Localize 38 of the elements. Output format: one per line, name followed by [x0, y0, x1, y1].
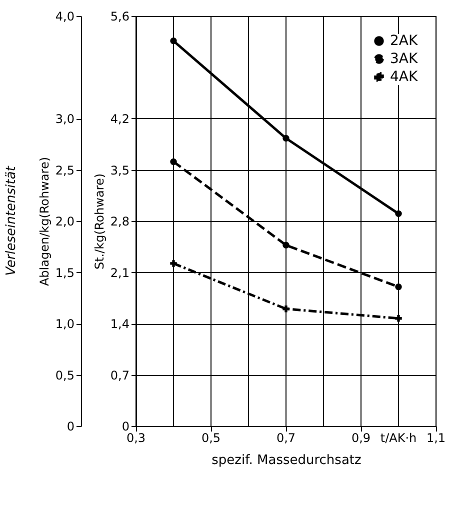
point	[170, 38, 177, 44]
x-tick-label: 0,5	[201, 431, 221, 445]
y2-tick-label: 4,0	[55, 10, 74, 24]
point	[282, 306, 290, 312]
x-tick-label: 1,1	[426, 431, 446, 445]
point	[282, 134, 290, 142]
point	[170, 158, 177, 166]
point	[282, 242, 290, 249]
y2-tick-label: 2,5	[55, 163, 74, 178]
y-tick-label: 3,5	[110, 163, 130, 178]
y2-tick-label: 2,0	[55, 214, 74, 228]
y-tick-label: 2,8	[110, 214, 130, 228]
legend-label: 2AK	[390, 33, 418, 49]
y-tick-label: 4,2	[110, 112, 130, 126]
text: Verleseintensität	[4, 165, 19, 276]
point	[395, 284, 402, 290]
y2-tick-label: 0	[66, 420, 74, 434]
y-tick-label: 0,7	[110, 368, 130, 382]
y-tick-label: 5,6	[110, 10, 130, 24]
y-tick-label: 1,4	[110, 317, 130, 331]
y2-axis-title: Ablagen/kg(Rohware)	[37, 156, 52, 286]
point	[395, 315, 402, 322]
y2-tick-label: 1,0	[55, 317, 74, 331]
legend-label: 3AK	[390, 51, 418, 67]
point	[170, 260, 177, 267]
x-tick-label: t/AK·h	[380, 431, 417, 445]
point	[395, 210, 402, 218]
legend-label: 4AK	[390, 69, 418, 85]
x-axis-title: spezif. Massedurchsatz	[212, 453, 362, 468]
y-axis-title: St./kg(Rohware)	[92, 173, 106, 270]
y2-tick-label: 1,5	[55, 266, 74, 280]
y2-tick-label: 0,5	[55, 368, 74, 382]
x-tick-label: 0,7	[276, 431, 296, 445]
y-tick-label: 2,1	[110, 266, 130, 280]
x-tick-label: 0,3	[126, 431, 146, 445]
y2-tick-label: 3,0	[55, 112, 74, 126]
y-tick-label: 0	[122, 420, 130, 434]
x-tick-label: 0,9	[351, 431, 371, 445]
